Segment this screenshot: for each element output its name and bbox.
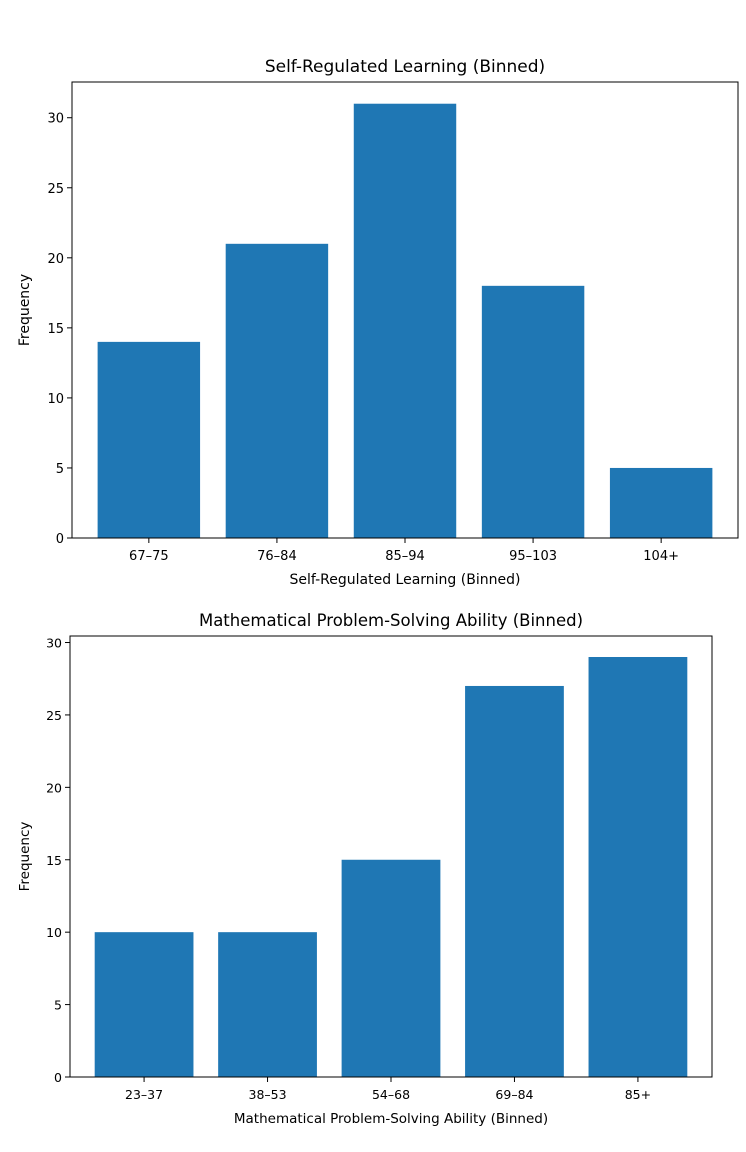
x-axis-label: Mathematical Problem-Solving Ability (Bi… bbox=[234, 1111, 548, 1127]
bar-2 bbox=[218, 932, 317, 1077]
y-axis-label: Frequency bbox=[17, 274, 33, 346]
x-tick-label: 54–68 bbox=[372, 1087, 410, 1102]
y-tick-label: 20 bbox=[46, 780, 62, 795]
y-tick-label: 25 bbox=[47, 182, 64, 197]
chart-title: Mathematical Problem-Solving Ability (Bi… bbox=[199, 611, 583, 630]
y-axis-label: Frequency bbox=[17, 822, 33, 892]
x-tick-label: 104+ bbox=[643, 549, 679, 564]
x-tick-label: 85–94 bbox=[385, 549, 425, 564]
bar-4 bbox=[465, 685, 564, 1077]
y-tick-label: 5 bbox=[54, 998, 62, 1013]
x-axis-label: Self-Regulated Learning (Binned) bbox=[290, 572, 521, 588]
y-tick-label: 15 bbox=[47, 322, 64, 337]
y-tick-label: 30 bbox=[47, 112, 64, 127]
y-tick-label: 0 bbox=[56, 532, 64, 547]
y-tick-label: 30 bbox=[46, 636, 62, 651]
bar-3 bbox=[353, 103, 457, 538]
bar-5 bbox=[609, 467, 713, 538]
x-tick-label: 95–103 bbox=[509, 549, 557, 564]
bar-5 bbox=[588, 657, 688, 1077]
x-tick-label: 85+ bbox=[625, 1087, 651, 1102]
y-tick-label: 20 bbox=[47, 252, 64, 267]
bar-1 bbox=[97, 341, 201, 538]
x-tick-label: 76–84 bbox=[257, 549, 297, 564]
y-tick-label: 0 bbox=[54, 1070, 62, 1085]
bar-1 bbox=[94, 932, 194, 1077]
x-tick-label: 67–75 bbox=[129, 549, 169, 564]
chart-1: 67–75 76–84 85–94 95–103 104+ 0 5 10 15 20 25 30 Sel… bbox=[17, 57, 739, 588]
bar-3 bbox=[341, 859, 441, 1077]
x-tick-label: 23–37 bbox=[125, 1087, 163, 1102]
y-tick-label: 10 bbox=[47, 392, 64, 407]
bar-2 bbox=[225, 243, 329, 538]
bar-4 bbox=[481, 285, 585, 538]
y-tick-label: 25 bbox=[46, 708, 62, 723]
chart-2: 23–37 38–53 54–68 69–84 85+ 0 5 10 15 20 25 30 Mathe… bbox=[17, 611, 713, 1127]
x-tick-label: 69–84 bbox=[495, 1087, 533, 1102]
y-tick-label: 10 bbox=[46, 925, 62, 940]
chart-title: Self-Regulated Learning (Binned) bbox=[265, 57, 545, 77]
y-tick-label: 5 bbox=[56, 462, 64, 477]
axes-frame bbox=[71, 81, 739, 539]
y-tick-label: 15 bbox=[46, 853, 62, 868]
axes-frame bbox=[69, 635, 713, 1078]
x-tick-label: 38–53 bbox=[249, 1087, 287, 1102]
